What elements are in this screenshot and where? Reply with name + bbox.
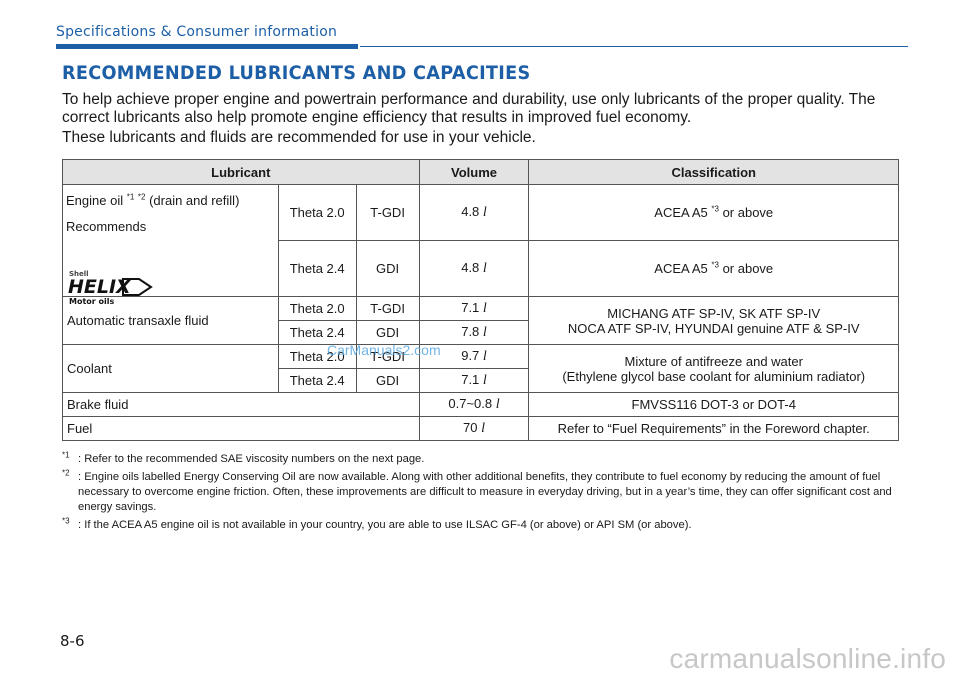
classification-cell: MICHANG ATF SP-IV, SK ATF SP-IV NOCA ATF … bbox=[528, 296, 899, 345]
header-volume: Volume bbox=[418, 159, 530, 185]
lubricants-table: Lubricant Volume Classification Engine o… bbox=[62, 159, 899, 441]
header-divider bbox=[360, 46, 908, 47]
classification-cell: Mixture of antifreeze and water (Ethylene… bbox=[528, 344, 899, 393]
classification-cell: ACEA A5 *3 or above bbox=[528, 240, 899, 297]
engine-type-cell: GDI bbox=[355, 320, 420, 345]
header-lubricant: Lubricant bbox=[62, 159, 420, 185]
classification-cell: FMVSS116 DOT-3 or DOT-4 bbox=[528, 392, 899, 417]
volume-cell: 70 l bbox=[418, 416, 530, 441]
volume-cell: 7.8 l bbox=[418, 320, 530, 345]
engine-type-cell: T-GDI bbox=[355, 296, 420, 321]
coolant-label: Coolant bbox=[62, 344, 279, 393]
engine-type-cell: T-GDI bbox=[355, 184, 420, 241]
header-classification: Classification bbox=[528, 159, 899, 185]
engine-type-cell: GDI bbox=[355, 240, 420, 297]
engine-cell: Theta 2.4 bbox=[277, 320, 357, 345]
table-row: Brake fluid 0.7~0.8 l FMVSS116 DOT-3 or … bbox=[62, 392, 899, 417]
engine-oil-label: Engine oil *1 *2 (drain and refill) bbox=[66, 192, 240, 208]
table-row: Theta 2.4 GDI 7.1 l bbox=[63, 368, 899, 393]
engine-cell: Theta 2.4 bbox=[277, 240, 357, 297]
engine-cell: Theta 2.0 bbox=[277, 184, 357, 241]
footnotes: *1: Refer to the recommended SAE viscosi… bbox=[62, 450, 902, 536]
section-tab-underline bbox=[56, 44, 358, 49]
engine-type-cell: GDI bbox=[355, 368, 420, 393]
shell-helix-logo: Shell HELIX Motor oils bbox=[68, 270, 153, 306]
page-number: 8-6 bbox=[60, 632, 85, 650]
footnote: *3: If the ACEA A5 engine oil is not ava… bbox=[62, 516, 692, 531]
table-row: Fuel 70 l Refer to “Fuel Requirements” i… bbox=[62, 416, 899, 441]
volume-cell: 4.8 l bbox=[418, 240, 530, 297]
page-title: RECOMMENDED LUBRICANTS AND CAPACITIES bbox=[62, 62, 531, 84]
section-header: Specifications & Consumer information bbox=[56, 24, 338, 40]
table-row: Theta 2.4 GDI 7.8 l bbox=[63, 320, 899, 345]
table-row: Theta 2.4 GDI 4.8 l ACEA A5 *3 or above bbox=[63, 240, 899, 297]
intro-paragraph-2: These lubricants and fluids are recommen… bbox=[62, 129, 536, 146]
engine-cell: Theta 2.0 bbox=[277, 296, 357, 321]
volume-cell: 7.1 l bbox=[418, 296, 530, 321]
footnote: *1: Refer to the recommended SAE viscosi… bbox=[62, 450, 425, 465]
watermark: CarManuals2.com bbox=[327, 342, 441, 358]
footnote: *2: Engine oils labelled Energy Conservi… bbox=[62, 468, 892, 513]
intro-paragraph: To help achieve proper engine and powert… bbox=[62, 91, 876, 126]
recommends-label: Recommends bbox=[66, 219, 147, 234]
svg-text:Shell: Shell bbox=[69, 270, 89, 278]
engine-cell: Theta 2.0 bbox=[277, 344, 357, 369]
table-header-row: Lubricant Volume Classification bbox=[62, 159, 899, 185]
classification-cell: Refer to “Fuel Requirements” in the Fore… bbox=[528, 416, 899, 441]
engine-oil-cell: Engine oil *1 *2 (drain and refill) Reco… bbox=[62, 184, 279, 306]
svg-text:Motor oils: Motor oils bbox=[69, 297, 114, 306]
volume-cell: 7.1 l bbox=[418, 368, 530, 393]
volume-cell: 0.7~0.8 l bbox=[418, 392, 530, 417]
svg-text:HELIX: HELIX bbox=[68, 276, 132, 298]
footer-watermark-url: carmanualsonline.info bbox=[669, 643, 946, 674]
atf-label: Automatic transaxle fluid bbox=[62, 296, 279, 345]
brake-fluid-label: Brake fluid bbox=[62, 392, 420, 417]
engine-cell: Theta 2.4 bbox=[277, 368, 357, 393]
volume-cell: 4.8 l bbox=[418, 184, 530, 241]
fuel-label: Fuel bbox=[62, 416, 420, 441]
table-row: Engine oil *1 *2 (drain and refill) Reco… bbox=[62, 184, 899, 306]
classification-cell: ACEA A5 *3 or above bbox=[528, 184, 899, 241]
table-row: Automatic transaxle fluid Theta 2.0 T-GD… bbox=[62, 296, 899, 345]
table-row: Coolant Theta 2.0 T-GDI 9.7 l Mixture of… bbox=[62, 344, 899, 393]
